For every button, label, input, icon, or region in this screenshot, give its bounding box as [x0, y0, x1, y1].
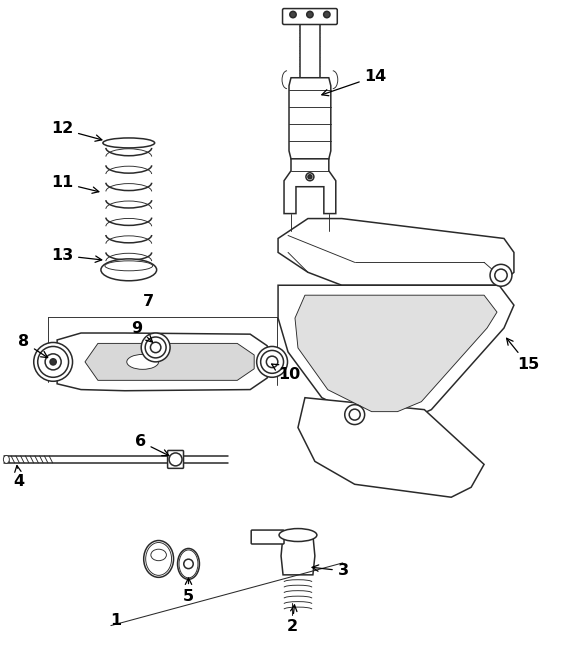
- Polygon shape: [300, 23, 320, 78]
- Circle shape: [257, 346, 288, 377]
- Text: 11: 11: [51, 176, 99, 193]
- Polygon shape: [284, 159, 336, 214]
- Polygon shape: [57, 333, 272, 391]
- Text: 6: 6: [134, 434, 169, 456]
- Circle shape: [349, 409, 360, 420]
- Ellipse shape: [3, 456, 9, 464]
- Text: 8: 8: [18, 334, 48, 358]
- Polygon shape: [289, 78, 331, 159]
- Circle shape: [50, 359, 56, 365]
- Circle shape: [306, 173, 314, 181]
- Ellipse shape: [151, 549, 166, 561]
- Circle shape: [267, 356, 278, 368]
- Polygon shape: [298, 398, 484, 497]
- Text: 4: 4: [14, 466, 25, 489]
- Ellipse shape: [127, 354, 159, 369]
- Polygon shape: [281, 535, 315, 575]
- Circle shape: [261, 350, 283, 373]
- Text: 15: 15: [506, 338, 539, 373]
- Circle shape: [184, 559, 193, 569]
- Text: 14: 14: [322, 69, 387, 96]
- Circle shape: [490, 265, 512, 286]
- Text: 7: 7: [143, 294, 154, 309]
- Text: 10: 10: [272, 364, 300, 383]
- Circle shape: [141, 333, 170, 362]
- Circle shape: [150, 342, 161, 352]
- Polygon shape: [278, 218, 514, 285]
- Text: 13: 13: [51, 248, 102, 263]
- Circle shape: [495, 269, 507, 281]
- Text: 3: 3: [312, 563, 349, 578]
- Circle shape: [290, 11, 296, 17]
- Text: 12: 12: [51, 121, 102, 141]
- Circle shape: [169, 453, 182, 466]
- Ellipse shape: [146, 543, 172, 576]
- Circle shape: [308, 175, 312, 179]
- FancyBboxPatch shape: [282, 9, 338, 25]
- Ellipse shape: [179, 550, 198, 578]
- Circle shape: [34, 342, 73, 381]
- Ellipse shape: [279, 529, 317, 541]
- Circle shape: [345, 405, 365, 425]
- Ellipse shape: [178, 549, 200, 580]
- Text: 9: 9: [132, 320, 152, 342]
- FancyBboxPatch shape: [168, 450, 183, 468]
- Circle shape: [324, 11, 330, 17]
- Circle shape: [38, 346, 69, 377]
- FancyBboxPatch shape: [251, 530, 284, 544]
- Ellipse shape: [144, 541, 173, 578]
- Polygon shape: [85, 344, 254, 381]
- Text: 5: 5: [183, 578, 194, 604]
- Polygon shape: [278, 285, 514, 421]
- Polygon shape: [295, 295, 497, 411]
- Ellipse shape: [105, 261, 152, 271]
- Text: 1: 1: [110, 613, 122, 628]
- Ellipse shape: [101, 259, 157, 281]
- Circle shape: [45, 354, 61, 370]
- Circle shape: [307, 11, 313, 17]
- Circle shape: [145, 337, 166, 358]
- Ellipse shape: [103, 138, 155, 148]
- Text: 2: 2: [286, 605, 297, 634]
